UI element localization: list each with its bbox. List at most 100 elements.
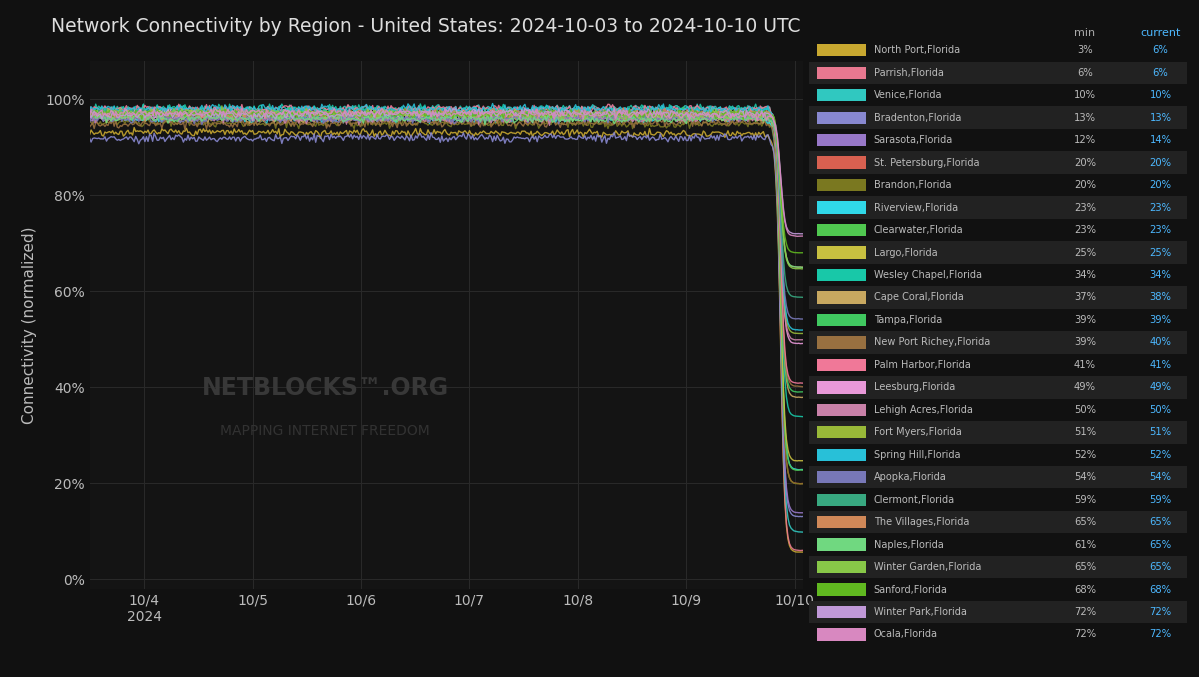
Bar	[817, 336, 866, 349]
Bar	[817, 156, 866, 169]
Text: 20%: 20%	[1074, 158, 1096, 168]
Text: current: current	[1140, 28, 1181, 38]
Bar	[817, 359, 866, 371]
Text: Wesley Chapel,Florida: Wesley Chapel,Florida	[874, 270, 982, 280]
Bar	[809, 376, 1187, 399]
Text: Lehigh Acres,Florida: Lehigh Acres,Florida	[874, 405, 972, 415]
Bar	[817, 89, 866, 102]
Bar	[817, 584, 866, 596]
Text: 12%: 12%	[1074, 135, 1096, 145]
Text: 72%: 72%	[1150, 607, 1171, 617]
Bar	[817, 44, 866, 56]
Text: 6%: 6%	[1152, 68, 1169, 78]
Text: 59%: 59%	[1150, 495, 1171, 504]
Text: 3%: 3%	[1077, 45, 1092, 56]
Text: Winter Garden,Florida: Winter Garden,Florida	[874, 562, 981, 572]
Text: Riverview,Florida: Riverview,Florida	[874, 202, 958, 213]
Text: 65%: 65%	[1150, 562, 1171, 572]
Bar	[809, 196, 1187, 219]
Text: 49%: 49%	[1074, 383, 1096, 393]
Bar	[817, 179, 866, 192]
Text: 14%: 14%	[1150, 135, 1171, 145]
Text: NETBLOCKS™.ORG: NETBLOCKS™.ORG	[201, 376, 448, 400]
Bar	[817, 561, 866, 573]
Text: MAPPING INTERNET FREEDOM: MAPPING INTERNET FREEDOM	[221, 424, 430, 437]
Text: Network Connectivity by Region - United States: 2024-10-03 to 2024-10-10 UTC: Network Connectivity by Region - United …	[50, 17, 801, 36]
Bar	[809, 511, 1187, 533]
Text: 39%: 39%	[1074, 315, 1096, 325]
Text: 20%: 20%	[1150, 180, 1171, 190]
Text: 34%: 34%	[1150, 270, 1171, 280]
Bar	[817, 516, 866, 528]
Text: 65%: 65%	[1150, 540, 1171, 550]
Text: The Villages,Florida: The Villages,Florida	[874, 517, 969, 527]
Text: Clearwater,Florida: Clearwater,Florida	[874, 225, 963, 235]
Text: Fort Myers,Florida: Fort Myers,Florida	[874, 427, 962, 437]
Text: 25%: 25%	[1074, 248, 1096, 257]
Bar	[809, 556, 1187, 578]
Text: Brandon,Florida: Brandon,Florida	[874, 180, 951, 190]
Bar	[817, 134, 866, 146]
Text: 20%: 20%	[1074, 180, 1096, 190]
Text: 68%: 68%	[1150, 584, 1171, 594]
Text: 23%: 23%	[1150, 202, 1171, 213]
Bar	[817, 628, 866, 640]
Text: 65%: 65%	[1074, 562, 1096, 572]
Text: 10%: 10%	[1074, 90, 1096, 100]
Text: 13%: 13%	[1074, 112, 1096, 123]
Bar	[817, 606, 866, 618]
Text: 49%: 49%	[1150, 383, 1171, 393]
Bar	[817, 403, 866, 416]
Text: 50%: 50%	[1074, 405, 1096, 415]
Text: 39%: 39%	[1150, 315, 1171, 325]
Bar	[817, 381, 866, 393]
Text: 52%: 52%	[1150, 450, 1171, 460]
Text: Clermont,Florida: Clermont,Florida	[874, 495, 954, 504]
Bar	[817, 538, 866, 551]
Text: Cape Coral,Florida: Cape Coral,Florida	[874, 292, 963, 303]
Bar	[817, 291, 866, 304]
Text: Naples,Florida: Naples,Florida	[874, 540, 944, 550]
Text: 23%: 23%	[1150, 225, 1171, 235]
Text: 10%: 10%	[1150, 90, 1171, 100]
Text: 61%: 61%	[1074, 540, 1096, 550]
Text: 52%: 52%	[1074, 450, 1096, 460]
Bar	[809, 421, 1187, 443]
Text: 13%: 13%	[1150, 112, 1171, 123]
Text: min: min	[1074, 28, 1096, 38]
Text: 72%: 72%	[1150, 630, 1171, 640]
Text: Winter Park,Florida: Winter Park,Florida	[874, 607, 966, 617]
Text: 68%: 68%	[1074, 584, 1096, 594]
Bar	[809, 286, 1187, 309]
Text: Apopka,Florida: Apopka,Florida	[874, 473, 946, 482]
Bar	[817, 471, 866, 483]
Bar	[809, 241, 1187, 264]
Bar	[817, 426, 866, 439]
Bar	[817, 269, 866, 281]
Text: Ocala,Florida: Ocala,Florida	[874, 630, 938, 640]
Bar	[809, 106, 1187, 129]
Text: New Port Richey,Florida: New Port Richey,Florida	[874, 337, 990, 347]
Bar	[817, 224, 866, 236]
Text: 20%: 20%	[1150, 158, 1171, 168]
Text: 65%: 65%	[1150, 517, 1171, 527]
Bar	[817, 494, 866, 506]
Bar	[817, 66, 866, 79]
Text: Sarasota,Florida: Sarasota,Florida	[874, 135, 953, 145]
Text: Spring Hill,Florida: Spring Hill,Florida	[874, 450, 960, 460]
Y-axis label: Connectivity (normalized): Connectivity (normalized)	[23, 226, 37, 424]
Bar	[817, 112, 866, 124]
Text: St. Petersburg,Florida: St. Petersburg,Florida	[874, 158, 980, 168]
Text: 59%: 59%	[1074, 495, 1096, 504]
Text: 65%: 65%	[1074, 517, 1096, 527]
Text: 50%: 50%	[1150, 405, 1171, 415]
Text: 6%: 6%	[1077, 68, 1093, 78]
Text: 37%: 37%	[1074, 292, 1096, 303]
Text: 25%: 25%	[1150, 248, 1171, 257]
Bar	[809, 331, 1187, 353]
Text: Leesburg,Florida: Leesburg,Florida	[874, 383, 954, 393]
Text: 39%: 39%	[1074, 337, 1096, 347]
Bar	[809, 152, 1187, 174]
Bar	[817, 313, 866, 326]
Text: 51%: 51%	[1074, 427, 1096, 437]
